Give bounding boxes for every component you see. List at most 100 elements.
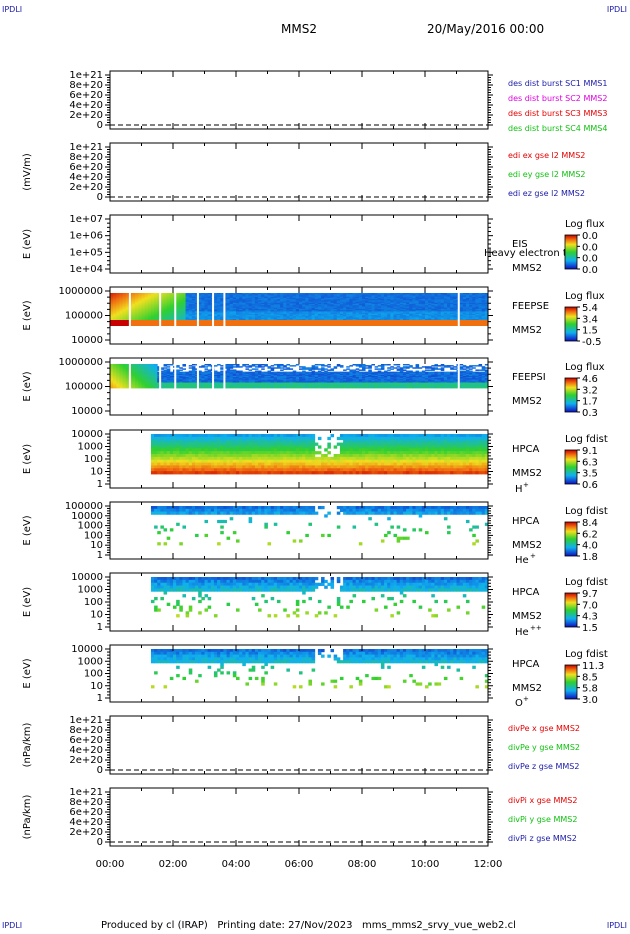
y-tick-label: 6e+20 — [69, 807, 103, 818]
y-tick-label: 100 — [84, 530, 103, 541]
y-axis-label: E (eV) — [22, 229, 33, 259]
panel-p3: 1e+07 1e+06 1e+05 1e+04 E (eV) EIS MMS2 Heavy e… — [22, 214, 605, 276]
y-axis-label: (nPa/km) — [22, 795, 33, 840]
species-superscript: ++ — [530, 624, 542, 632]
y-tick-label: 6e+20 — [69, 90, 103, 101]
y-tick-label: 6e+20 — [69, 735, 103, 746]
colorbar-tick-label: 3.2 — [582, 385, 598, 396]
y-tick-label: 1e+06 — [69, 231, 103, 242]
spacecraft-title: MMS2 — [281, 22, 317, 36]
legend-entry: divPi x gse MMS2 — [508, 796, 577, 805]
colorbar-title: Log flux — [565, 219, 605, 230]
y-tick-label: 100 — [84, 597, 103, 608]
colorbar-tick-label: 8.5 — [582, 672, 598, 683]
y-tick-label: 1 — [97, 479, 103, 490]
footer-credit: Produced by cl (IRAP) Printing date: 27/… — [101, 920, 516, 931]
panel-frame — [109, 715, 489, 775]
corner-mark-top-left: IPDLI — [2, 5, 23, 14]
colorbar-tick-label: 0.0 — [582, 254, 598, 265]
species-label: O — [515, 698, 523, 709]
spectrogram-p9 — [150, 649, 489, 689]
y-tick-label: 0 — [97, 765, 103, 776]
legend-entry: edi ez gse l2 MMS2 — [508, 189, 585, 198]
y-tick-label: 10000 — [71, 644, 103, 655]
y-tick-label: 1 — [97, 693, 103, 704]
y-tick-label: 1000000 — [58, 357, 103, 368]
y-tick-label: 0 — [97, 192, 103, 203]
colorbar-tick-label: 3.4 — [582, 314, 598, 325]
colorbar-tick-label: 5.4 — [582, 303, 598, 314]
colorbar — [564, 592, 578, 628]
y-tick-label: 4e+20 — [69, 172, 103, 183]
legend-entry: des dist burst SC4 MMS4 — [508, 124, 607, 133]
colorbar-tick-label: 4.3 — [582, 612, 598, 623]
y-tick-label: 0 — [97, 120, 103, 131]
y-tick-label: 2e+20 — [69, 755, 103, 766]
y-tick-label: 10000 — [71, 406, 103, 417]
y-axis-label: E (eV) — [22, 658, 33, 688]
y-tick-label: 2e+20 — [69, 182, 103, 193]
species-superscript: + — [530, 552, 536, 560]
y-tick-label: 10000 — [71, 335, 103, 346]
panel-right-label: EIS — [512, 239, 528, 250]
y-tick-label: 4e+20 — [69, 100, 103, 111]
panel-p4: 1000000 100000 10000 E (eV) FEEPSE MMS2 Log fl… — [22, 286, 605, 348]
species-superscript: + — [523, 695, 529, 703]
y-tick-label: 2e+20 — [69, 827, 103, 838]
y-tick-label: 10000 — [71, 572, 103, 583]
y-tick-label: 1 — [97, 622, 103, 633]
y-tick-label: 1e+07 — [69, 214, 103, 225]
colorbar-tick-label: 6.2 — [582, 529, 598, 540]
colorbar-tick-label: 0.3 — [582, 408, 598, 419]
colorbar-tick-label: 0.6 — [582, 480, 598, 491]
panel-right-label: HPCA — [512, 587, 540, 598]
y-tick-label: 0 — [97, 837, 103, 848]
colorbar-title: Log flux — [565, 362, 605, 373]
legend-entry: divPe x gse MMS2 — [508, 724, 580, 733]
y-tick-label: 1000 — [78, 656, 103, 667]
x-tick-label: 12:00 — [474, 859, 503, 870]
spectrogram-p8 — [150, 577, 489, 618]
y-axis-label: E (eV) — [22, 587, 33, 617]
y-tick-label: 4e+20 — [69, 817, 103, 828]
y-axis-label: E (eV) — [22, 444, 33, 474]
species-label: H — [515, 484, 523, 495]
colorbar-tick-label: 0.0 — [582, 265, 598, 276]
colorbar-tick-label: 3.0 — [582, 695, 598, 706]
y-tick-label: 10000 — [71, 429, 103, 440]
y-axis-label: E (eV) — [22, 515, 33, 545]
y-tick-label: 6e+20 — [69, 162, 103, 173]
y-tick-label: 10000 — [71, 511, 103, 522]
y-tick-label: 100 — [84, 454, 103, 465]
colorbar-title: Log fdist — [565, 649, 608, 660]
colorbar — [564, 521, 578, 557]
spectrogram-p4 — [110, 289, 489, 334]
x-tick-label: 02:00 — [159, 859, 188, 870]
y-tick-label: 10 — [90, 681, 103, 692]
corner-mark-top-right: IPDLI — [606, 5, 627, 14]
y-tick-label: 10 — [90, 467, 103, 478]
y-tick-label: 1000 — [78, 521, 103, 532]
corner-mark-bottom-left: IPDLI — [2, 921, 23, 930]
colorbar-tick-label: 6.3 — [582, 457, 598, 468]
y-axis-label: (mV/m) — [22, 153, 33, 191]
colorbar — [564, 306, 578, 342]
colorbar-tick-label: 4.0 — [582, 541, 598, 552]
y-tick-label: 1e+21 — [69, 142, 103, 153]
y-tick-label: 8e+20 — [69, 152, 103, 163]
panel-right-label: MMS2 — [512, 468, 542, 479]
legend-entry: des dist burst SC3 MMS3 — [508, 109, 607, 118]
panel-right-label: FEEPSI — [512, 372, 546, 383]
panel-right-label: HPCA — [512, 659, 540, 670]
spectrogram-p7 — [150, 506, 489, 546]
x-tick-label: 04:00 — [222, 859, 251, 870]
colorbar-title: Log fdist — [565, 506, 608, 517]
overlay-label: Heavy electron to — [484, 248, 573, 259]
x-tick-label: 08:00 — [348, 859, 377, 870]
colorbar — [564, 377, 578, 413]
legend-entry: des dist burst SC2 MMS2 — [508, 94, 607, 103]
